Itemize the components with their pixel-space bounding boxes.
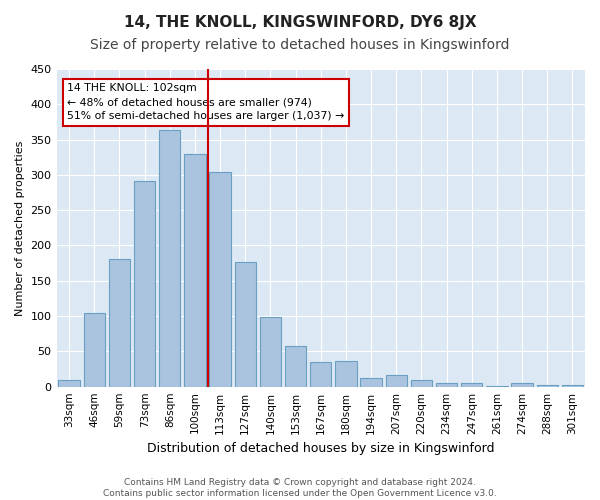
Bar — [159, 130, 181, 386]
Bar — [83, 314, 105, 386]
Bar — [562, 384, 583, 386]
Bar — [411, 380, 432, 386]
Bar — [310, 362, 331, 386]
X-axis label: Distribution of detached houses by size in Kingswinford: Distribution of detached houses by size … — [147, 442, 494, 455]
Bar — [109, 259, 130, 386]
Text: Size of property relative to detached houses in Kingswinford: Size of property relative to detached ho… — [90, 38, 510, 52]
Text: Contains HM Land Registry data © Crown copyright and database right 2024.
Contai: Contains HM Land Registry data © Crown c… — [103, 478, 497, 498]
Bar — [58, 380, 80, 386]
Bar — [461, 383, 482, 386]
Bar — [134, 181, 155, 386]
Text: 14, THE KNOLL, KINGSWINFORD, DY6 8JX: 14, THE KNOLL, KINGSWINFORD, DY6 8JX — [124, 15, 476, 30]
Bar — [536, 384, 558, 386]
Bar — [335, 362, 356, 386]
Bar — [436, 383, 457, 386]
Bar — [260, 317, 281, 386]
Bar — [209, 172, 231, 386]
Bar — [361, 378, 382, 386]
Bar — [386, 374, 407, 386]
Bar — [285, 346, 307, 387]
Y-axis label: Number of detached properties: Number of detached properties — [15, 140, 25, 316]
Bar — [235, 262, 256, 386]
Bar — [511, 383, 533, 386]
Bar — [184, 154, 206, 386]
Text: 14 THE KNOLL: 102sqm
← 48% of detached houses are smaller (974)
51% of semi-deta: 14 THE KNOLL: 102sqm ← 48% of detached h… — [67, 84, 344, 122]
